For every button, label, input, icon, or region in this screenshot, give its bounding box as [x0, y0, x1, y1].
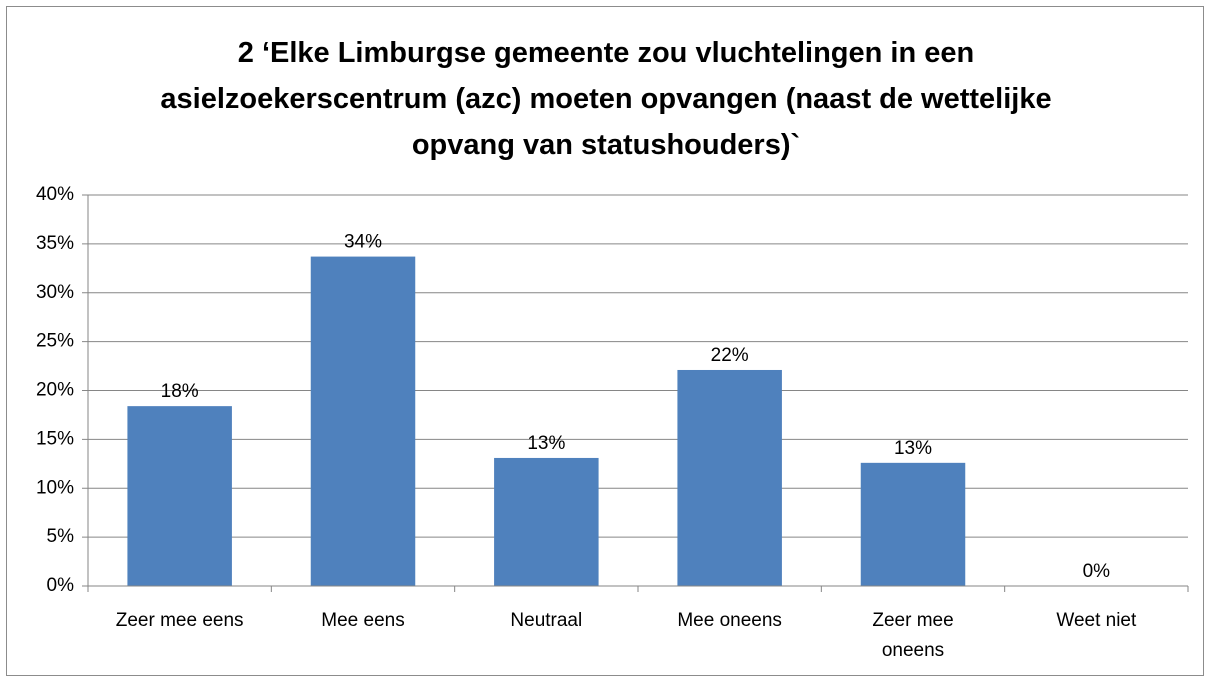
x-tick-label: Zeer mee oneens [872, 610, 954, 661]
x-tick-label: Zeer mee eens [115, 610, 244, 631]
bar [310, 256, 416, 586]
y-tick-label: 10% [36, 477, 74, 498]
value-label: 0% [1083, 561, 1111, 582]
value-label: 13% [894, 438, 932, 459]
y-tick-label: 35% [36, 233, 74, 254]
bar [127, 406, 232, 586]
y-tick-label: 0% [47, 575, 75, 596]
y-tick-label: 5% [47, 526, 75, 547]
value-label: 18% [161, 381, 199, 402]
bar [677, 369, 782, 586]
y-tick-label: 25% [36, 331, 74, 352]
y-tick-label: 30% [36, 282, 74, 303]
x-tick-label: Mee oneens [677, 610, 782, 631]
y-tick-label: 15% [36, 428, 74, 449]
x-tick-label: Neutraal [510, 610, 583, 631]
chart-title: 2 ‘Elke Limburgse gemeente zou vluchteli… [160, 37, 1052, 161]
bar [860, 462, 966, 586]
value-label: 13% [527, 433, 565, 454]
y-tick-label: 20% [36, 380, 74, 401]
value-label: 22% [711, 345, 749, 366]
value-label: 34% [344, 232, 382, 253]
chart-frame [6, 6, 1204, 676]
bar [494, 457, 599, 586]
x-tick-label: Weet niet [1056, 610, 1137, 631]
x-tick-label: Mee eens [321, 610, 405, 631]
y-tick-label: 40% [36, 184, 74, 205]
